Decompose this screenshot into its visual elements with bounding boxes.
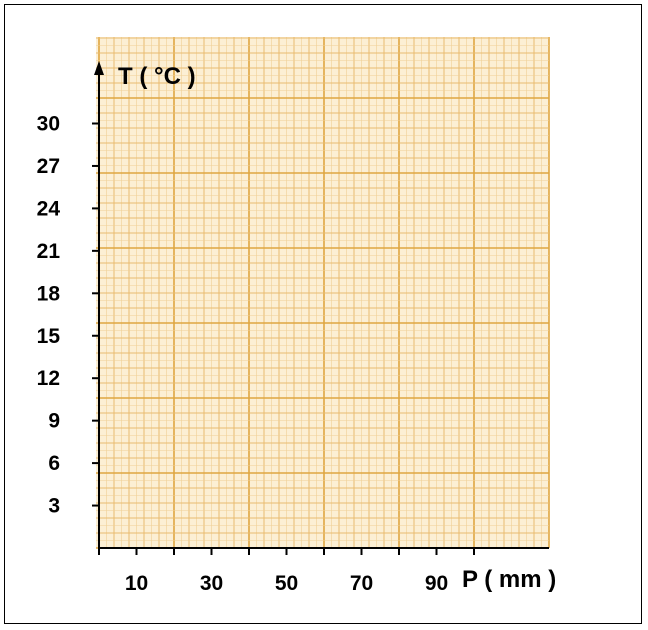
x-axis-title: P ( mm ) bbox=[462, 566, 556, 593]
axis-ticks bbox=[92, 122, 475, 555]
x-tick-label: 90 bbox=[425, 572, 448, 595]
y-tick-label: 9 bbox=[48, 410, 60, 433]
y-tick-label: 24 bbox=[37, 197, 61, 220]
x-tick-label: 50 bbox=[275, 572, 298, 595]
x-tick-label: 10 bbox=[125, 572, 148, 595]
x-tick-label: 70 bbox=[350, 572, 373, 595]
y-tick-label: 30 bbox=[37, 113, 60, 136]
y-tick-label: 18 bbox=[37, 282, 61, 305]
y-tick-label: 3 bbox=[48, 495, 60, 518]
y-tick-label: 27 bbox=[37, 155, 60, 178]
y-axis-arrow-icon bbox=[94, 61, 104, 75]
x-tick-label: 30 bbox=[200, 572, 223, 595]
y-tick-label: 21 bbox=[37, 240, 61, 263]
y-axis-title: T ( °C ) bbox=[118, 63, 196, 90]
y-tick-label: 6 bbox=[48, 452, 60, 475]
y-tick-label: 15 bbox=[37, 325, 61, 348]
tick-labels: 3 6 9 12 15 18 21 24 27 30 10 30 50 70 90 bbox=[37, 113, 449, 596]
y-tick-label: 12 bbox=[37, 367, 60, 390]
figure-border bbox=[4, 4, 642, 624]
